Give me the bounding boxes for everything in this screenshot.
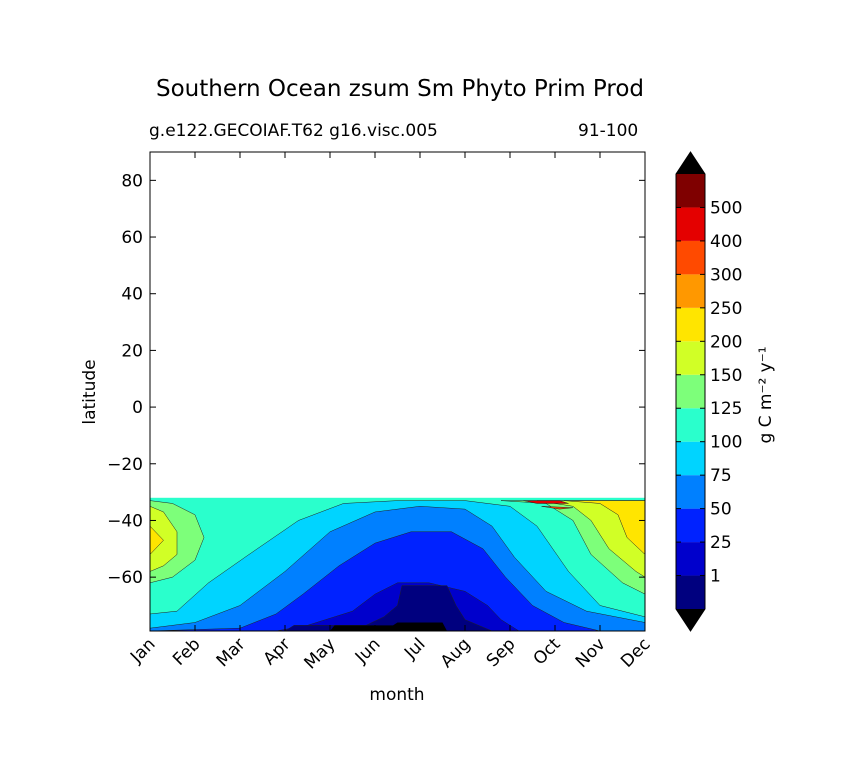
x-tick-label: Nov [572,634,610,672]
colorbar-band [676,240,705,275]
x-tick-label: Sep [483,634,520,671]
colorbar-band [676,307,705,342]
colorbar-extend-under [676,609,705,631]
y-tick-label: 80 [121,171,143,191]
colorbar-tick-label: 250 [710,299,742,319]
contour-band-200-250-autumn [563,500,645,555]
colorbar-tick-label: 400 [710,232,742,252]
colorbar-outline [675,151,706,632]
chart-title: Southern Ocean zsum Sm Phyto Prim Prod [155,76,645,102]
y-tick-label: −60 [107,568,143,588]
colorbar-band [676,207,705,241]
x-tick-label: Aug [437,634,475,672]
colorbar-band [676,575,705,609]
colorbar-tick-label: 1 [710,567,721,587]
colorbar-tick-label: 300 [710,265,742,285]
chart-subtitle-case: g.e122.GECOIAF.T62 g16.visc.005 [149,121,438,141]
x-tick-label: Feb [169,634,204,669]
y-tick-label: 40 [121,285,143,305]
contour-band-400-500 [523,500,569,504]
y-tick-label: 20 [121,341,143,361]
colorbar-band [676,542,705,576]
x-tick-label: Oct [530,634,565,669]
colorbar-band [676,374,705,409]
colorbar-band [676,341,705,375]
colorbar-tick-label: 50 [710,500,732,520]
colorbar-tick-label: 150 [710,366,742,386]
x-tick-label: Mar [213,634,250,671]
colorbar-tick-label: 200 [710,332,742,352]
x-tick-label: May [301,634,340,673]
colorbar-band [676,174,705,208]
y-tick-label: 60 [121,228,143,248]
y-tick-label: −40 [107,511,143,531]
colorbar-label: g C m⁻² y⁻¹ [756,346,776,443]
x-tick-label: Jun [351,634,385,668]
y-tick-label: 0 [132,398,143,418]
y-axis: 80 60 40 20 0 −20 −40 −60 [107,171,645,588]
x-tick-label: Apr [260,634,295,669]
contour-band-200-250-jan [150,525,164,555]
contour-band-under [150,622,645,631]
colorbar-band [676,441,705,476]
y-axis-label: latitude [80,359,100,424]
x-axis-label: month [369,685,424,705]
colorbar-tick-label: 25 [710,533,732,553]
y-tick-label: −20 [107,455,143,475]
colorbar-band [676,475,705,509]
chart-subtitle-years: 91-100 [578,121,639,141]
colorbar-tick-label: 500 [710,198,742,218]
colorbar-tick-label: 75 [710,466,732,486]
colorbar-tick-label: 100 [710,433,742,453]
colorbar-tick-label: 125 [710,399,742,419]
colorbar-band [676,408,705,442]
x-tick-label: Dec [617,634,654,671]
contour-band-25-50 [150,531,645,631]
plot-area [149,151,646,632]
contour-band-below-1 [150,585,645,631]
contour-band-150-200-jan [150,506,178,572]
contour-band-300-400 [541,506,574,510]
contour-band-150-200-autumn [536,500,645,578]
colorbar-band [676,508,705,543]
plot-frame [149,151,646,632]
colorbar-band [676,274,705,308]
colorbar-extend-over [676,152,705,174]
x-tick-label: Jul [400,634,429,663]
x-tick-label: Jan [126,634,159,667]
